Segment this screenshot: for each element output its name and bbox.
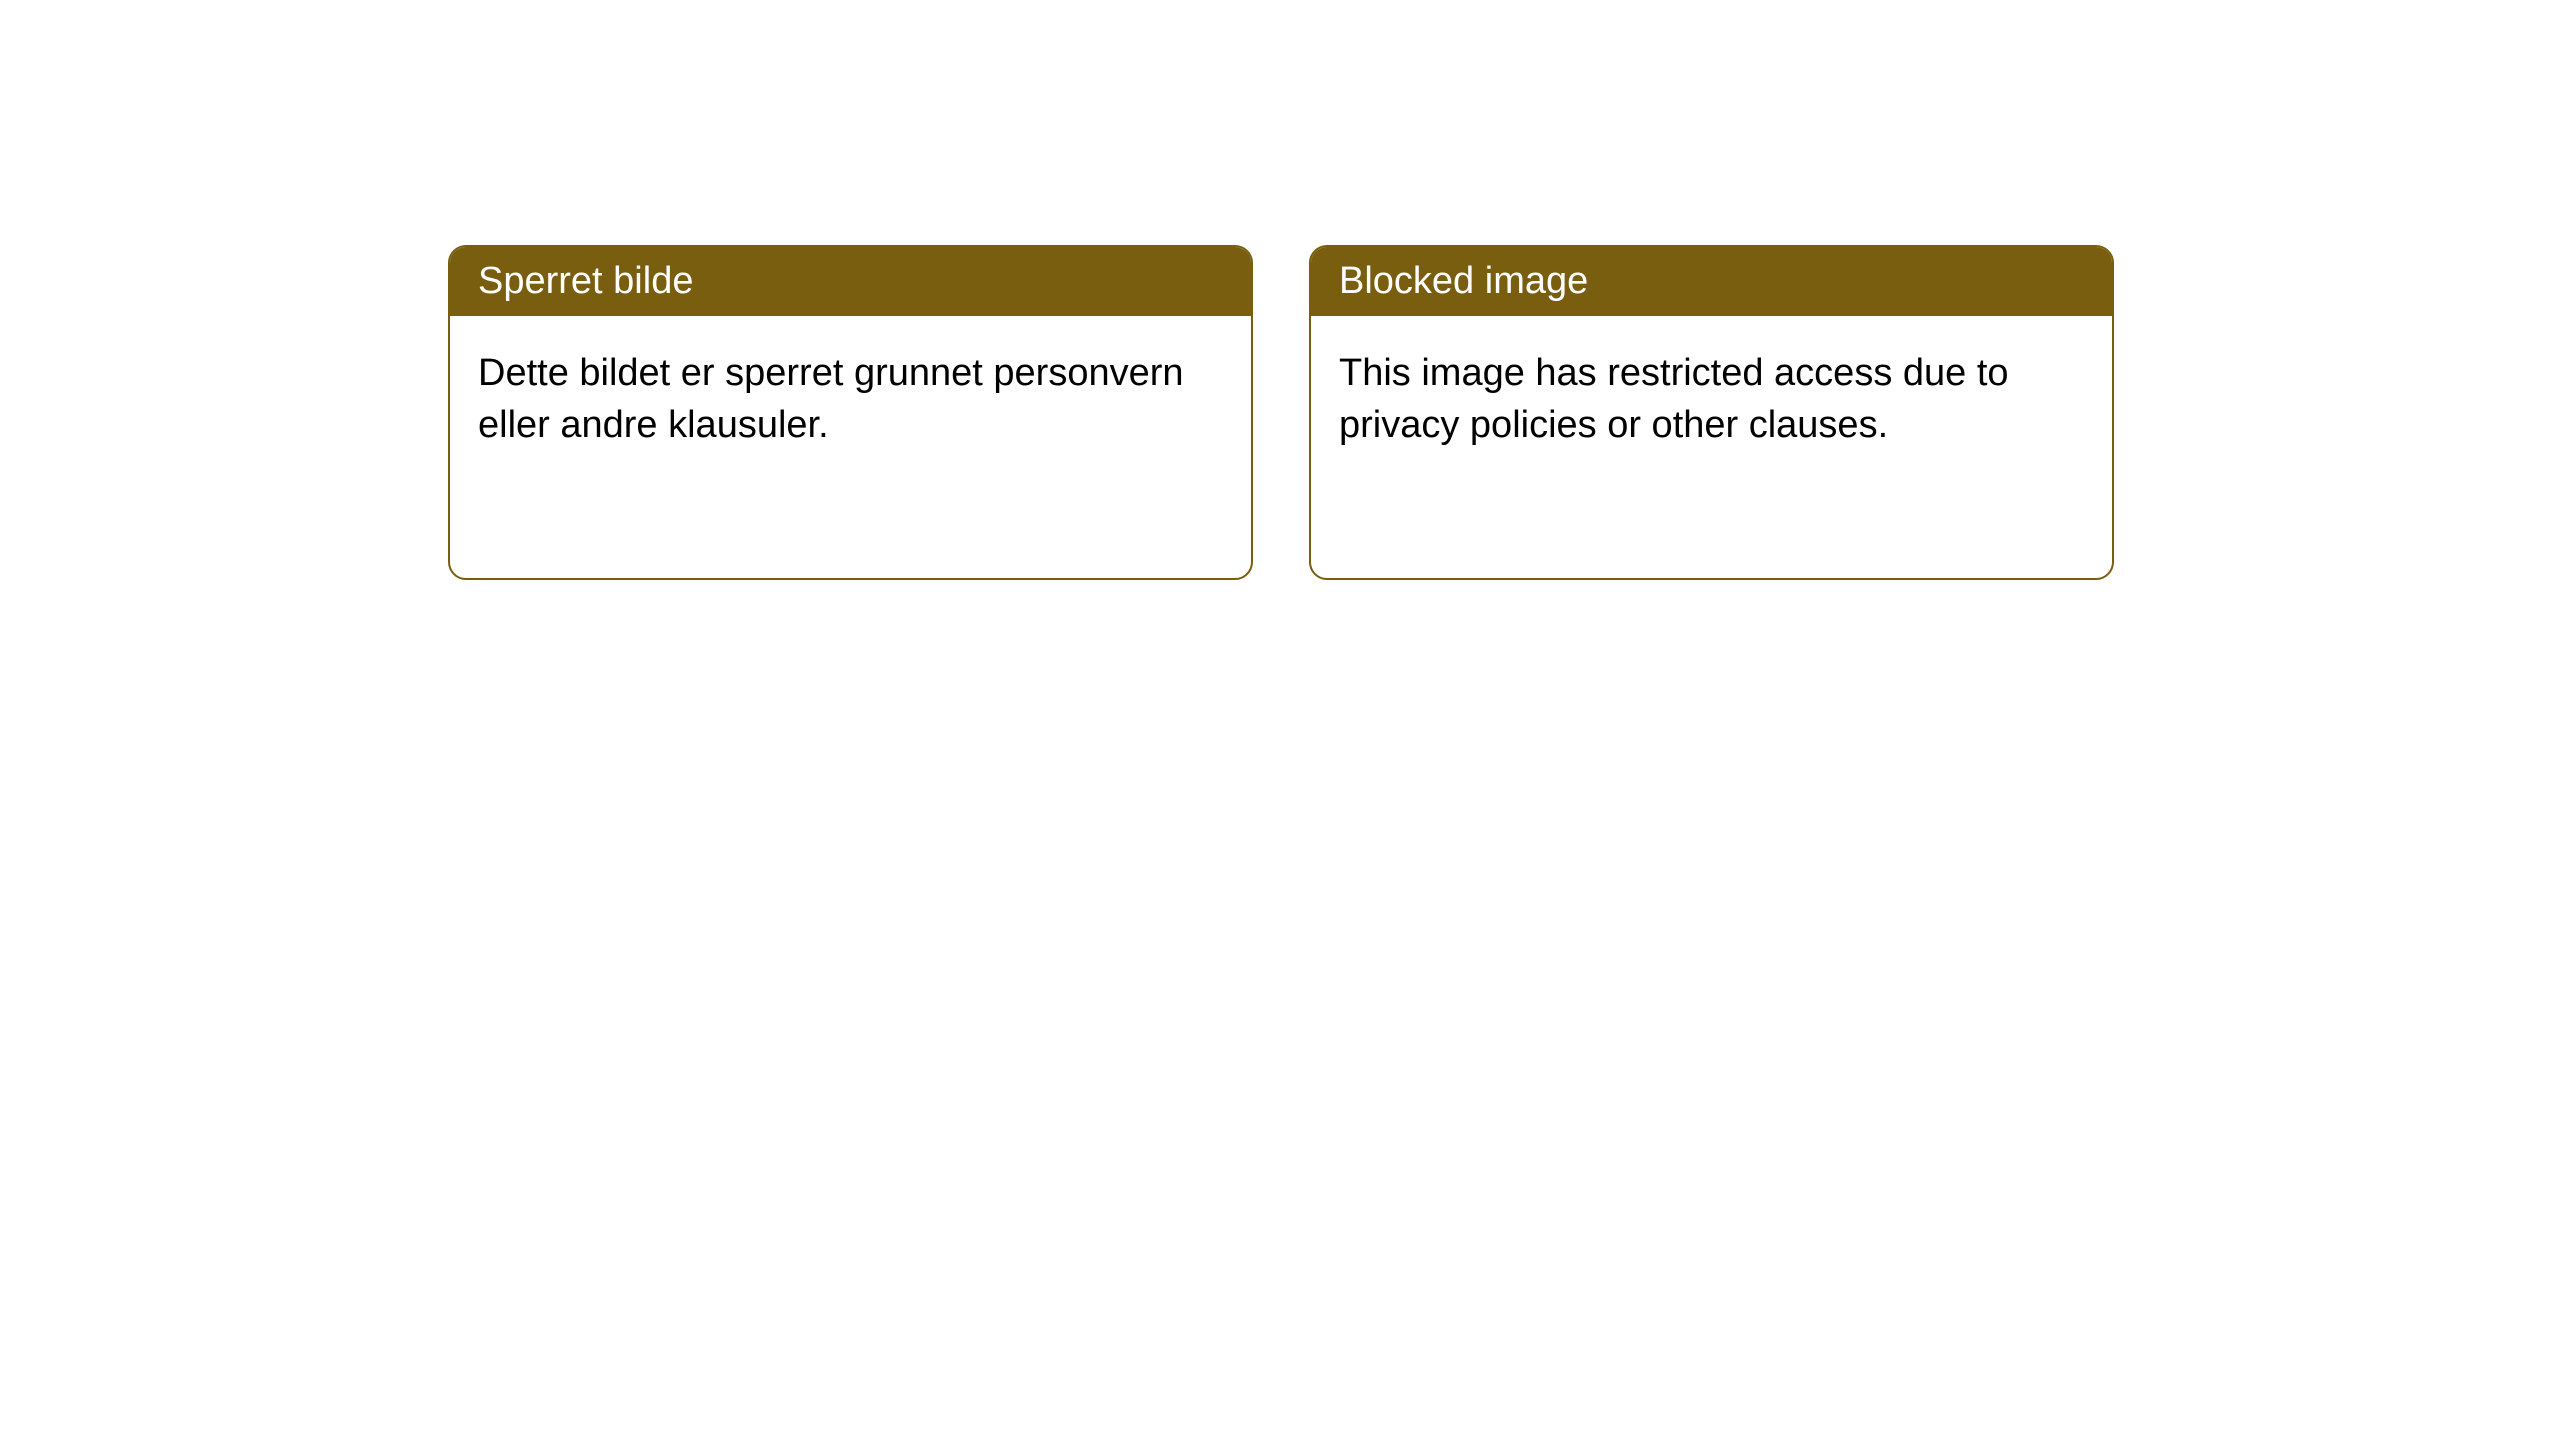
notice-title: Blocked image <box>1339 260 1588 302</box>
notice-card-norwegian: Sperret bilde Dette bildet er sperret gr… <box>448 245 1253 580</box>
notice-header: Blocked image <box>1311 247 2112 316</box>
notice-body: This image has restricted access due to … <box>1311 316 2112 483</box>
notice-title: Sperret bilde <box>478 260 693 302</box>
notice-body: Dette bildet er sperret grunnet personve… <box>450 316 1251 483</box>
notice-body-text: Dette bildet er sperret grunnet personve… <box>478 352 1184 445</box>
notice-body-text: This image has restricted access due to … <box>1339 352 2009 445</box>
notice-header: Sperret bilde <box>450 247 1251 316</box>
notice-container: Sperret bilde Dette bildet er sperret gr… <box>0 0 2560 580</box>
notice-card-english: Blocked image This image has restricted … <box>1309 245 2114 580</box>
